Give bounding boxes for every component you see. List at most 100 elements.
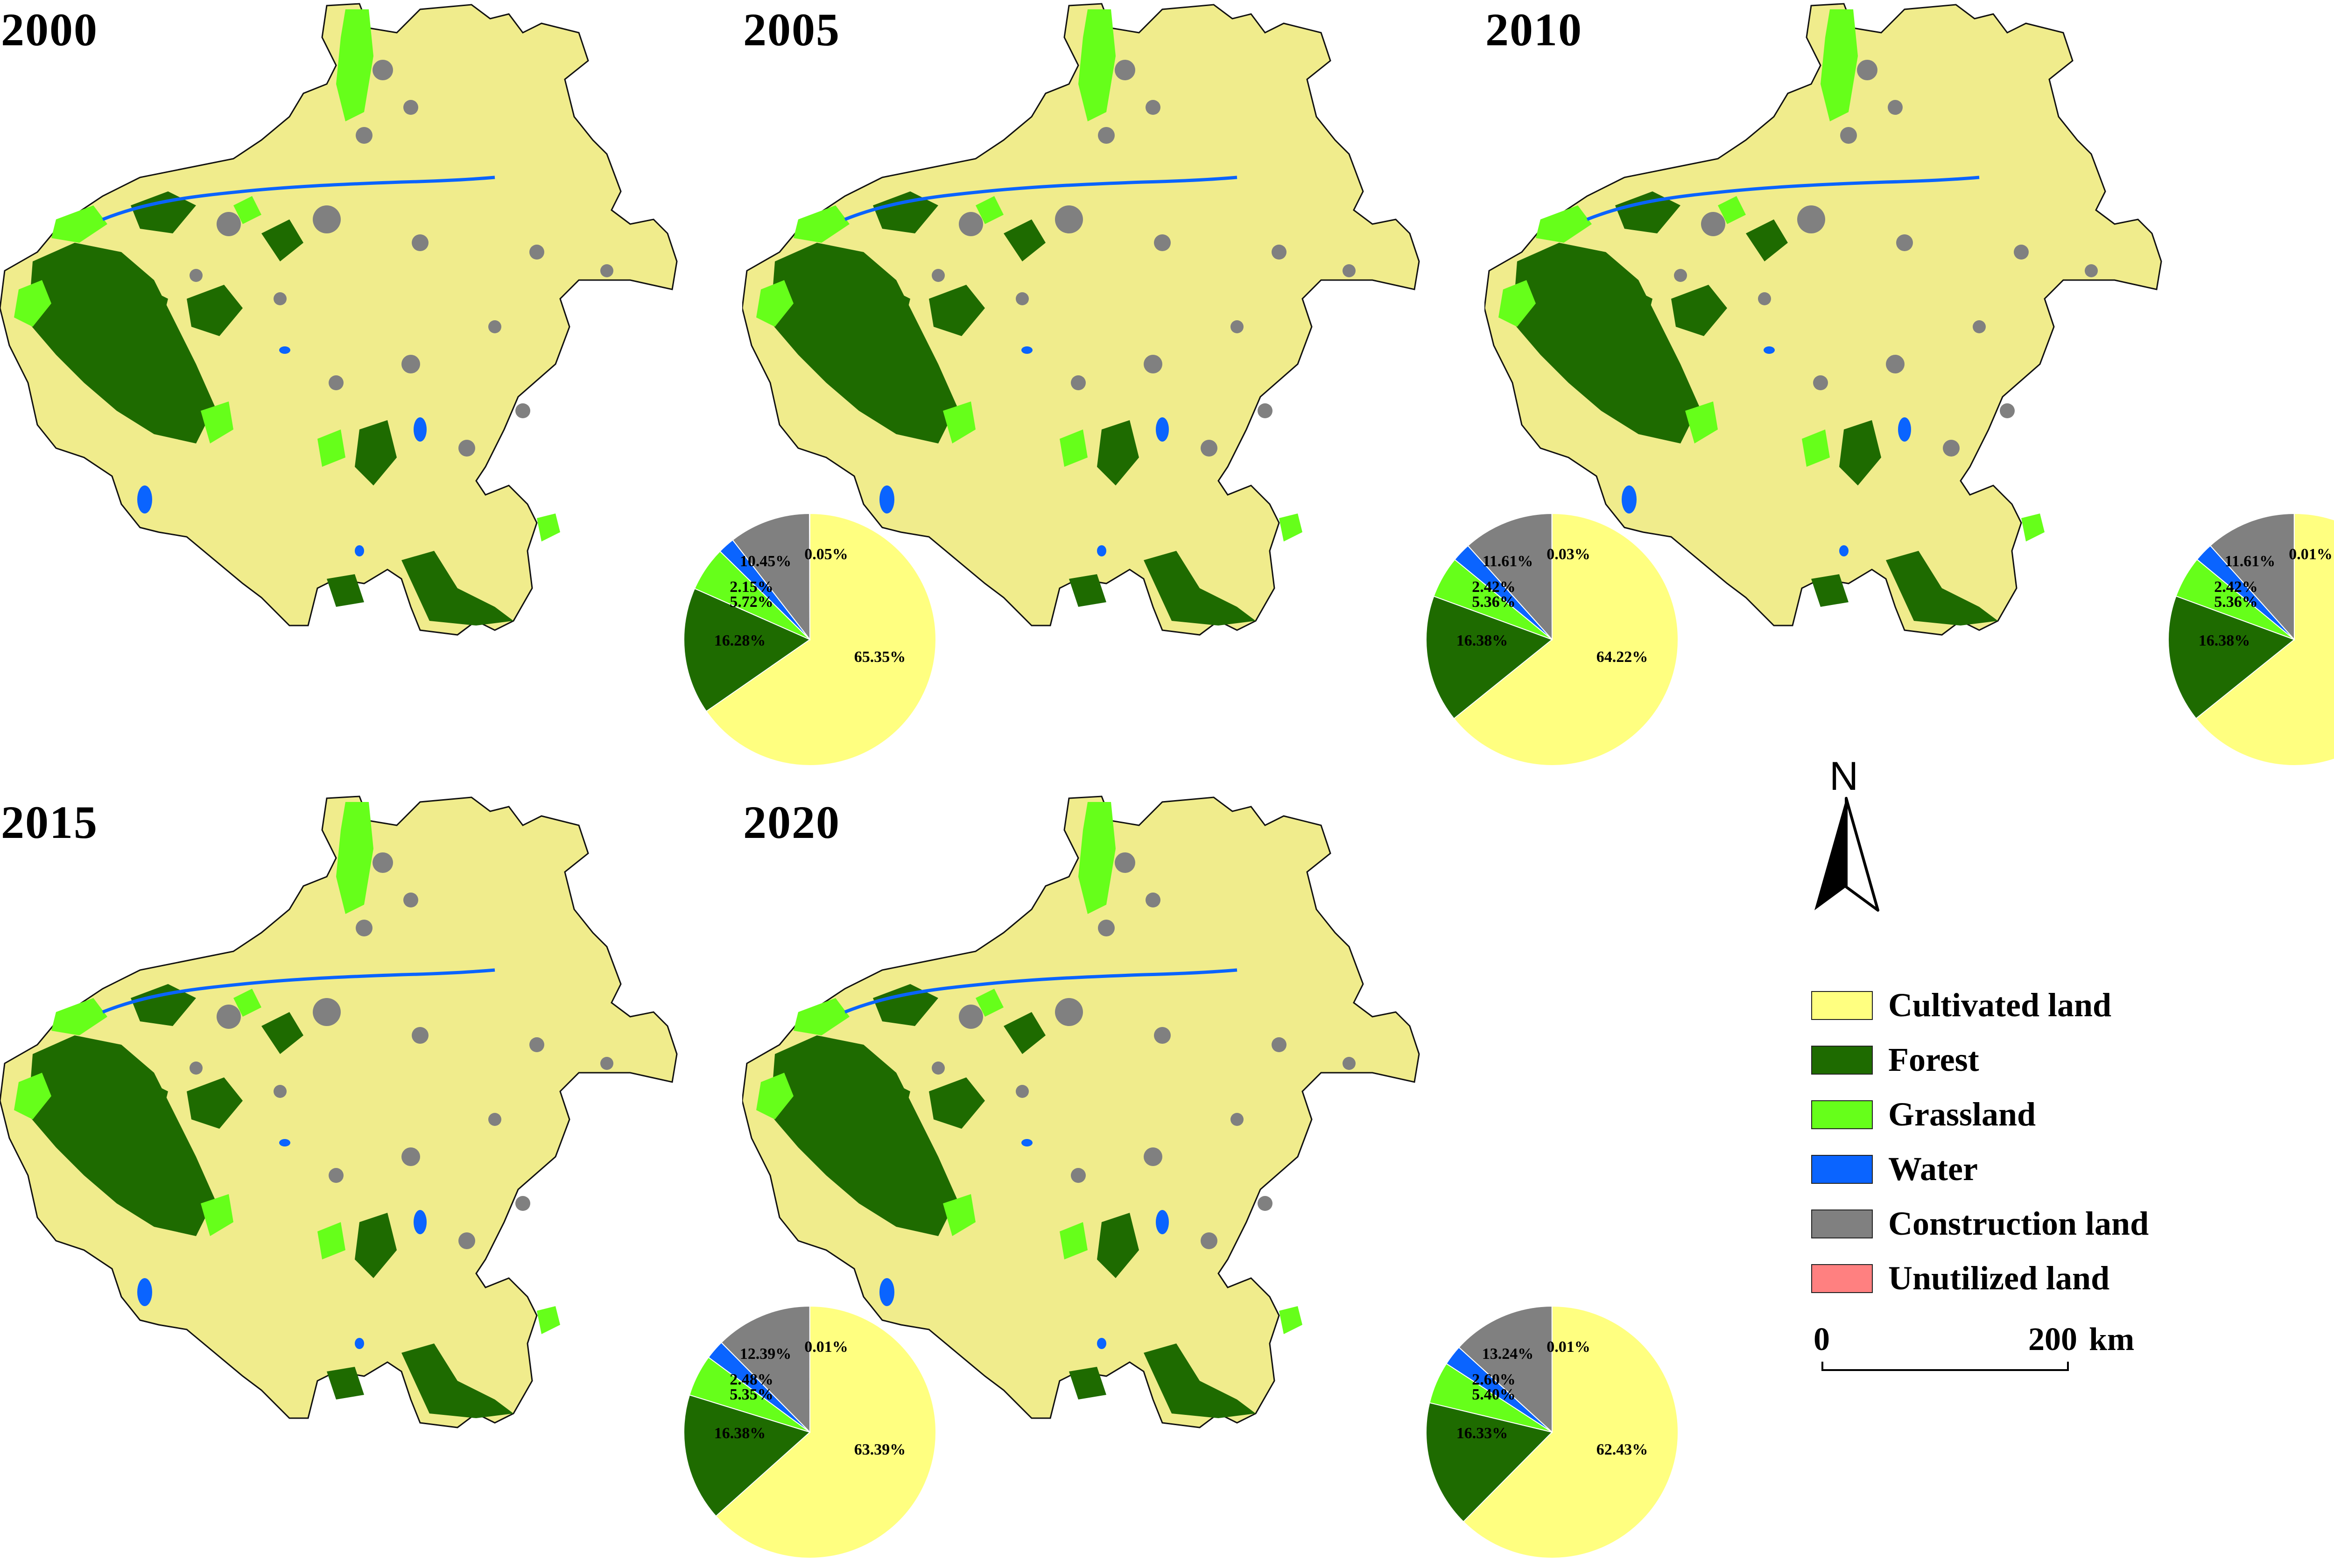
urban-area — [1201, 440, 1217, 457]
urban-area — [488, 1113, 501, 1126]
urban-area — [1146, 100, 1160, 115]
pie-label-water: 2.42% — [2214, 578, 2258, 596]
forest-area — [873, 984, 938, 1026]
forest-area — [1004, 219, 1046, 261]
forest-area — [1097, 1213, 1139, 1278]
pie-label-forest: 16.28% — [714, 632, 766, 649]
grassland-area — [336, 9, 373, 121]
pie-label-water: 2.42% — [1472, 578, 1516, 596]
pie-slice-construction — [2209, 513, 2295, 641]
pie-label-construction: 11.61% — [2225, 553, 2276, 570]
urban-area — [1115, 852, 1135, 873]
legend-label: Forest — [1888, 1041, 1979, 1078]
urban-area — [1272, 245, 1287, 260]
urban-area — [959, 1005, 983, 1029]
forest-area — [873, 191, 938, 233]
water-body — [355, 1338, 364, 1349]
grassland-area — [201, 401, 233, 443]
urban-area — [1272, 1037, 1287, 1052]
pie-slice-cultivated — [715, 1305, 936, 1559]
water-body — [1097, 545, 1106, 556]
urban-area — [932, 1062, 945, 1075]
grassland-area — [233, 989, 261, 1017]
forest-area — [1886, 551, 1998, 626]
map-outline — [742, 3, 1420, 636]
forest-area — [1615, 191, 1680, 233]
urban-area — [1098, 920, 1115, 936]
pie-svg: 12.39% 0.01% 63.39% 16.38% 5.35%2.48% — [683, 1305, 936, 1559]
water-body — [879, 485, 894, 513]
urban-area — [458, 1232, 475, 1249]
pie-label-forest: 16.33% — [1456, 1425, 1508, 1442]
pie-svg: 10.45% 0.05% 65.35% 16.28% 5.72%2.15% — [683, 513, 937, 766]
pie-slice-cultivated — [1462, 1305, 1679, 1559]
forest-area — [1582, 285, 1652, 359]
urban-area — [274, 1085, 287, 1098]
water-body — [1156, 1210, 1169, 1234]
land-use-map — [742, 795, 1420, 1428]
water-body — [1021, 1139, 1033, 1146]
scale-bar-line — [1821, 1362, 2069, 1371]
legend-swatch — [1811, 1264, 1873, 1293]
grassland-area — [14, 280, 51, 327]
pie-label-unutilized: 0.01% — [804, 1338, 848, 1356]
pie-slice-construction — [732, 513, 811, 641]
urban-area — [329, 375, 344, 390]
forest-area — [261, 1012, 303, 1054]
urban-area — [313, 998, 341, 1026]
grassland-area — [1279, 513, 1302, 541]
grassland-area — [794, 205, 850, 243]
scale-bar: 0 200 km — [1811, 1323, 2166, 1389]
urban-area — [1144, 1147, 1162, 1166]
urban-area — [1886, 355, 1905, 373]
grassland-area — [317, 1222, 345, 1259]
urban-area — [2000, 403, 2015, 418]
forest-area — [187, 285, 243, 336]
map-outline — [0, 795, 678, 1428]
urban-area — [1857, 60, 1877, 80]
pie-label-grassland: 5.36% — [2214, 593, 2258, 611]
urban-area — [529, 245, 544, 260]
land-use-pie-chart: 11.61%0.01%64.22%16.38%5.36%2.42% — [2159, 504, 2334, 775]
urban-area — [403, 893, 418, 907]
river — [102, 176, 495, 221]
forest-area — [1004, 1012, 1046, 1054]
urban-area — [1016, 1085, 1029, 1098]
grassland-area — [317, 429, 345, 467]
grassland-area — [1821, 9, 1858, 121]
forest-area — [929, 285, 985, 336]
urban-area — [458, 440, 475, 457]
river — [844, 176, 1237, 221]
urban-area — [1154, 234, 1171, 251]
urban-area — [488, 320, 501, 333]
grassland-area — [1078, 802, 1116, 914]
pie-label-forest: 16.38% — [2199, 632, 2250, 649]
forest-area — [929, 1077, 985, 1129]
water-body — [279, 346, 290, 354]
urban-area — [373, 60, 393, 80]
grassland-area — [1718, 196, 1746, 224]
grassland-area — [537, 1306, 560, 1334]
legend-swatch — [1811, 1046, 1873, 1075]
forest-area — [401, 551, 513, 626]
grassland-area — [233, 196, 261, 224]
year-label: 2015 — [1, 796, 98, 848]
grassland-area — [51, 205, 107, 243]
forest-area — [1671, 285, 1727, 336]
legend-swatch — [1811, 1209, 1873, 1238]
urban-area — [1943, 440, 1960, 457]
urban-area — [529, 1037, 544, 1052]
grassland-area — [2021, 513, 2045, 541]
grassland-area — [1498, 280, 1536, 327]
urban-area — [1071, 375, 1086, 390]
urban-area — [1343, 1057, 1356, 1070]
urban-area — [1115, 60, 1135, 80]
urban-area — [1230, 1113, 1244, 1126]
urban-area — [515, 403, 530, 418]
legend-item-forest: Forest — [1811, 1042, 2231, 1079]
legend-swatch — [1811, 991, 1873, 1020]
legend-item-water: Water — [1811, 1151, 2231, 1188]
pie-slice-cultivated — [2195, 513, 2334, 766]
water-body — [1898, 417, 1911, 442]
